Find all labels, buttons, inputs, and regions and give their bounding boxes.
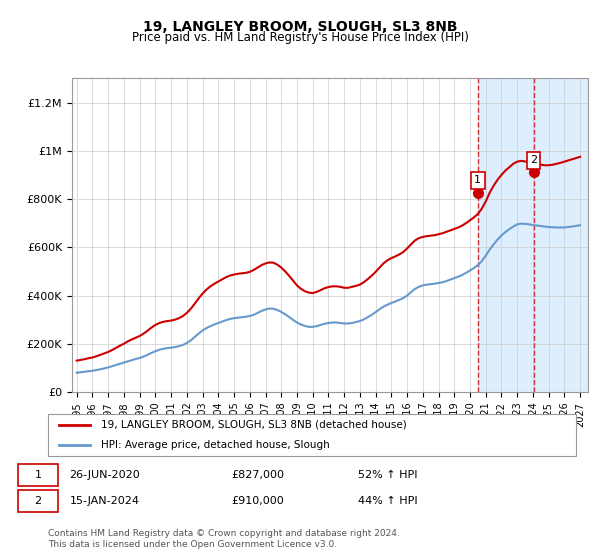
Text: £827,000: £827,000 <box>231 470 284 480</box>
Text: HPI: Average price, detached house, Slough: HPI: Average price, detached house, Slou… <box>101 440 329 450</box>
Text: Contains HM Land Registry data © Crown copyright and database right 2024.
This d: Contains HM Land Registry data © Crown c… <box>48 529 400 549</box>
Text: 52% ↑ HPI: 52% ↑ HPI <box>358 470 417 480</box>
Text: £910,000: £910,000 <box>231 496 284 506</box>
FancyBboxPatch shape <box>18 490 58 512</box>
Text: 19, LANGLEY BROOM, SLOUGH, SL3 8NB (detached house): 19, LANGLEY BROOM, SLOUGH, SL3 8NB (deta… <box>101 420 407 430</box>
Bar <box>478 78 533 392</box>
Text: 15-JAN-2024: 15-JAN-2024 <box>70 496 140 506</box>
Bar <box>533 78 588 392</box>
Text: 1: 1 <box>474 175 481 185</box>
Text: 2: 2 <box>530 155 537 165</box>
Text: 1: 1 <box>34 470 41 480</box>
Text: 26-JUN-2020: 26-JUN-2020 <box>70 470 140 480</box>
Text: Price paid vs. HM Land Registry's House Price Index (HPI): Price paid vs. HM Land Registry's House … <box>131 31 469 44</box>
Text: 2: 2 <box>34 496 41 506</box>
Text: 19, LANGLEY BROOM, SLOUGH, SL3 8NB: 19, LANGLEY BROOM, SLOUGH, SL3 8NB <box>143 20 457 34</box>
FancyBboxPatch shape <box>18 464 58 486</box>
Text: 44% ↑ HPI: 44% ↑ HPI <box>358 496 417 506</box>
FancyBboxPatch shape <box>48 414 576 456</box>
